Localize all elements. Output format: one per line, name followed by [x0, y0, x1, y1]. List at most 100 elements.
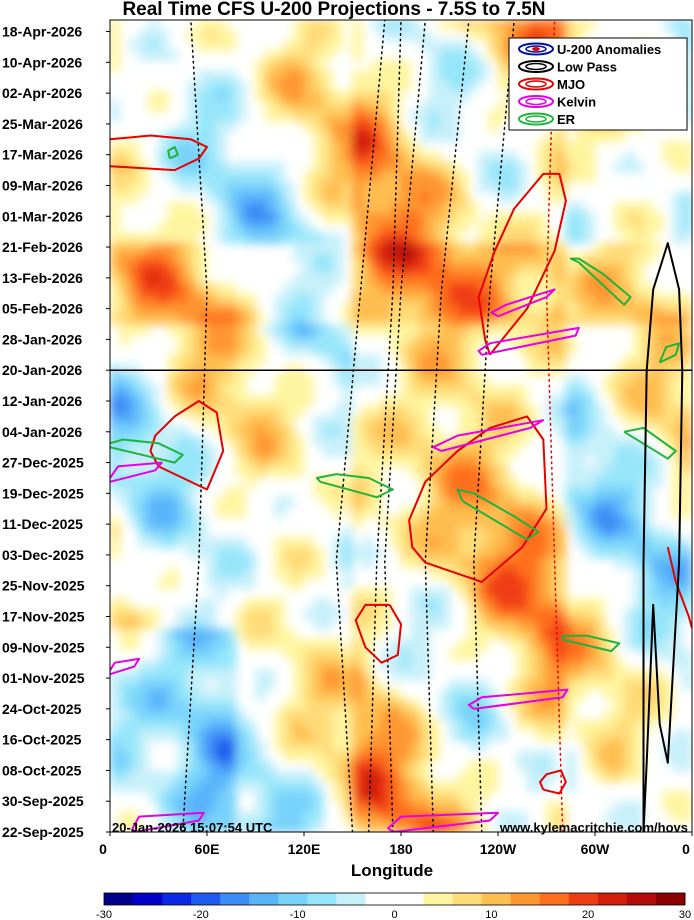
field-cell: [381, 181, 392, 194]
field-cell: [449, 90, 460, 102]
field-cell: [419, 648, 431, 660]
field-cell: [225, 790, 237, 803]
field-cell: [293, 455, 305, 468]
field-cell: [497, 273, 509, 285]
field-cell: [148, 283, 159, 295]
field-cell: [235, 334, 247, 346]
field-cell: [652, 618, 664, 630]
field-cell: [187, 131, 198, 143]
field-cell: [352, 324, 363, 336]
field-cell: [284, 496, 295, 508]
field-cell: [381, 770, 392, 782]
field-cell: [158, 486, 169, 498]
field-cell: [429, 171, 441, 183]
field-cell: [332, 324, 344, 336]
field-cell: [313, 100, 324, 112]
field-cell: [410, 557, 421, 569]
field-cell: [371, 730, 383, 742]
field-cell: [216, 638, 227, 650]
field-cell: [128, 760, 140, 772]
field-cell: [110, 252, 121, 265]
field-cell: [342, 202, 353, 214]
field-cell: [458, 39, 470, 51]
field-cell: [536, 263, 547, 275]
field-cell: [293, 750, 305, 762]
field-cell: [555, 395, 567, 407]
field-cell: [187, 506, 198, 518]
field-cell: [361, 821, 373, 832]
field-cell: [613, 699, 625, 711]
field-cell: [110, 415, 121, 427]
field-cell: [555, 527, 567, 539]
field-cell: [643, 598, 654, 610]
field-cell: [303, 252, 315, 265]
field-cell: [293, 70, 305, 82]
field-cell: [516, 435, 528, 447]
field-cell: [187, 80, 198, 92]
field-cell: [206, 466, 218, 478]
field-cell: [487, 709, 499, 721]
field-cell: [361, 161, 373, 173]
field-cell: [458, 313, 470, 325]
field-cell: [400, 212, 412, 224]
field-cell: [322, 161, 334, 173]
field-cell: [177, 770, 189, 782]
field-cell: [497, 466, 509, 478]
field-cell: [119, 252, 130, 265]
field-cell: [662, 425, 674, 437]
field-cell: [478, 689, 489, 701]
field-cell: [410, 384, 421, 397]
field-cell: [419, 263, 431, 275]
field-cell: [400, 344, 412, 356]
field-cell: [507, 171, 518, 183]
field-cell: [487, 557, 499, 569]
field-cell: [546, 638, 557, 650]
field-cell: [458, 679, 470, 691]
field-cell: [458, 212, 470, 224]
field-cell: [439, 60, 450, 72]
field-cell: [681, 587, 692, 600]
field-cell: [662, 293, 674, 305]
field-cell: [264, 608, 276, 620]
field-cell: [148, 689, 159, 701]
field-cell: [293, 80, 305, 92]
field-cell: [148, 719, 159, 731]
field-cell: [410, 547, 421, 559]
field-cell: [681, 486, 692, 498]
field-cell: [681, 577, 692, 589]
field-cell: [478, 679, 489, 691]
field-cell: [264, 171, 276, 183]
field-cell: [449, 100, 460, 112]
field-cell: [255, 212, 266, 224]
field-cell: [613, 679, 625, 691]
field-cell: [148, 232, 159, 244]
field-cell: [284, 557, 295, 569]
field-cell: [478, 476, 489, 488]
field-cell: [555, 811, 567, 823]
field-cell: [381, 242, 392, 254]
field-cell: [293, 547, 305, 559]
colorbar-tick-label: -20: [193, 909, 209, 920]
field-cell: [381, 618, 392, 630]
field-cell: [293, 212, 305, 224]
field-cell: [478, 273, 489, 285]
field-cell: [458, 516, 470, 528]
field-cell: [419, 445, 431, 457]
field-cell: [235, 455, 247, 468]
field-cell: [652, 476, 664, 488]
field-cell: [526, 415, 538, 427]
field-cell: [167, 821, 179, 832]
field-cell: [303, 303, 315, 315]
field-cell: [196, 70, 208, 82]
field-cell: [332, 354, 344, 366]
field-cell: [672, 354, 683, 366]
field-cell: [322, 740, 334, 752]
field-cell: [478, 506, 489, 518]
field-cell: [196, 171, 208, 183]
field-cell: [516, 486, 528, 498]
field-cell: [264, 811, 276, 823]
field-cell: [264, 821, 276, 832]
field-cell: [158, 689, 169, 701]
field-cell: [419, 719, 431, 731]
field-cell: [623, 547, 635, 559]
